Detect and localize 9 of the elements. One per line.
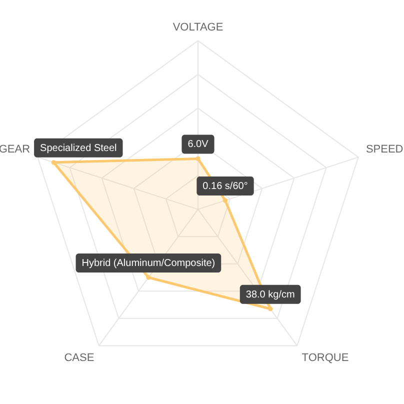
text: 38.0 kg/cm <box>246 289 295 300</box>
spoke-label: VOLTAGE <box>172 22 224 34</box>
spoke-label: TORQUE <box>302 352 349 364</box>
spoke-label: CASE <box>64 352 94 364</box>
text: 0.16 s/60° <box>202 180 248 192</box>
text: Hybrid (Aluminum/Composite) <box>82 258 216 269</box>
text: Specialized Steel <box>40 142 117 154</box>
text: 6.0V <box>188 139 209 150</box>
spoke-label: SPEED <box>366 144 404 156</box>
